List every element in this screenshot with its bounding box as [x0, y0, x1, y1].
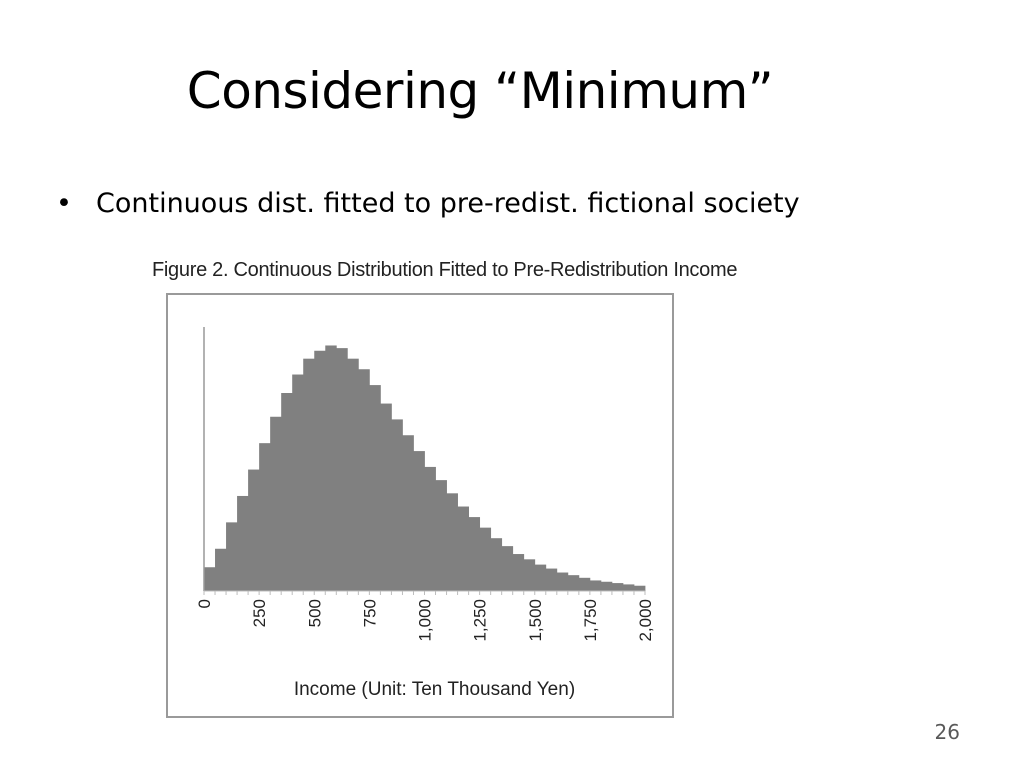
x-tick-label: 750	[360, 599, 379, 627]
histogram-bar	[468, 517, 481, 591]
chart-title: Figure 2. Continuous Distribution Fitted…	[152, 259, 738, 281]
page-number: 26	[934, 720, 960, 744]
histogram-bar	[402, 435, 414, 591]
histogram-chart: 0 250 500 750 1,000 1,250 1,500 1,750 2,000 Inco…	[195, 327, 655, 700]
histogram-bar	[589, 580, 602, 591]
histogram-bar	[622, 584, 635, 591]
histogram-bar	[501, 546, 514, 591]
x-tick-label: 1,500	[526, 599, 545, 642]
x-tick-label: 500	[305, 599, 324, 627]
histogram-bar	[281, 393, 293, 591]
x-axis-title: Income (Unit: Ten Thousand Yen)	[294, 679, 575, 700]
histogram-bar	[545, 568, 558, 591]
histogram-bar	[446, 493, 458, 591]
histogram-bar	[237, 495, 249, 591]
histogram-bar	[391, 419, 403, 591]
bullet-dot-icon: •	[56, 188, 72, 219]
histogram-bar	[534, 564, 547, 591]
histogram-bar	[380, 403, 392, 591]
histogram-bar	[347, 358, 359, 591]
x-tick-label: 1,250	[471, 599, 490, 642]
histogram-bar	[633, 585, 646, 591]
histogram-bar	[369, 385, 381, 591]
bars-group	[204, 345, 646, 591]
histogram-bar	[578, 577, 591, 591]
histogram-bar	[215, 548, 227, 591]
bullet-item: • Continuous dist. fitted to pre-redist. …	[56, 188, 800, 219]
x-tick-label: 0	[195, 599, 214, 608]
histogram-bar	[600, 581, 613, 591]
slide-title: Considering “Minimum”	[186, 62, 774, 120]
histogram-bar	[490, 538, 503, 591]
x-tick-label: 250	[250, 599, 269, 627]
histogram-bar	[292, 374, 304, 591]
x-tick-label: 1,000	[416, 599, 435, 642]
histogram-bar	[567, 575, 580, 591]
histogram-bar	[270, 416, 282, 591]
histogram-bar	[512, 554, 525, 591]
histogram-bar	[413, 451, 425, 591]
histogram-bar	[204, 567, 216, 591]
histogram-bar	[325, 345, 337, 591]
histogram-bar	[336, 348, 348, 591]
histogram-bar	[523, 559, 536, 591]
x-tick-label: 1,750	[581, 599, 600, 642]
histogram-bar	[303, 358, 315, 591]
histogram-bar	[611, 583, 624, 591]
histogram-bar	[314, 350, 326, 591]
histogram-bar	[424, 466, 436, 591]
histogram-bar	[435, 480, 447, 591]
histogram-bar	[556, 572, 569, 591]
histogram-bar	[479, 527, 492, 591]
histogram-bar	[358, 369, 370, 591]
x-tick-label: 2,000	[636, 599, 655, 642]
histogram-bar	[226, 522, 238, 591]
chart-frame: 0 250 500 750 1,000 1,250 1,500 1,750 2,000 Inco…	[166, 293, 674, 718]
histogram-bar	[248, 469, 260, 591]
histogram-bar	[457, 506, 469, 591]
x-ticks-group: 0 250 500 750 1,000 1,250 1,500 1,750 2,000	[195, 591, 655, 642]
histogram-bar	[259, 443, 271, 591]
bullet-text: Continuous dist. fitted to pre-redist. f…	[96, 188, 800, 219]
